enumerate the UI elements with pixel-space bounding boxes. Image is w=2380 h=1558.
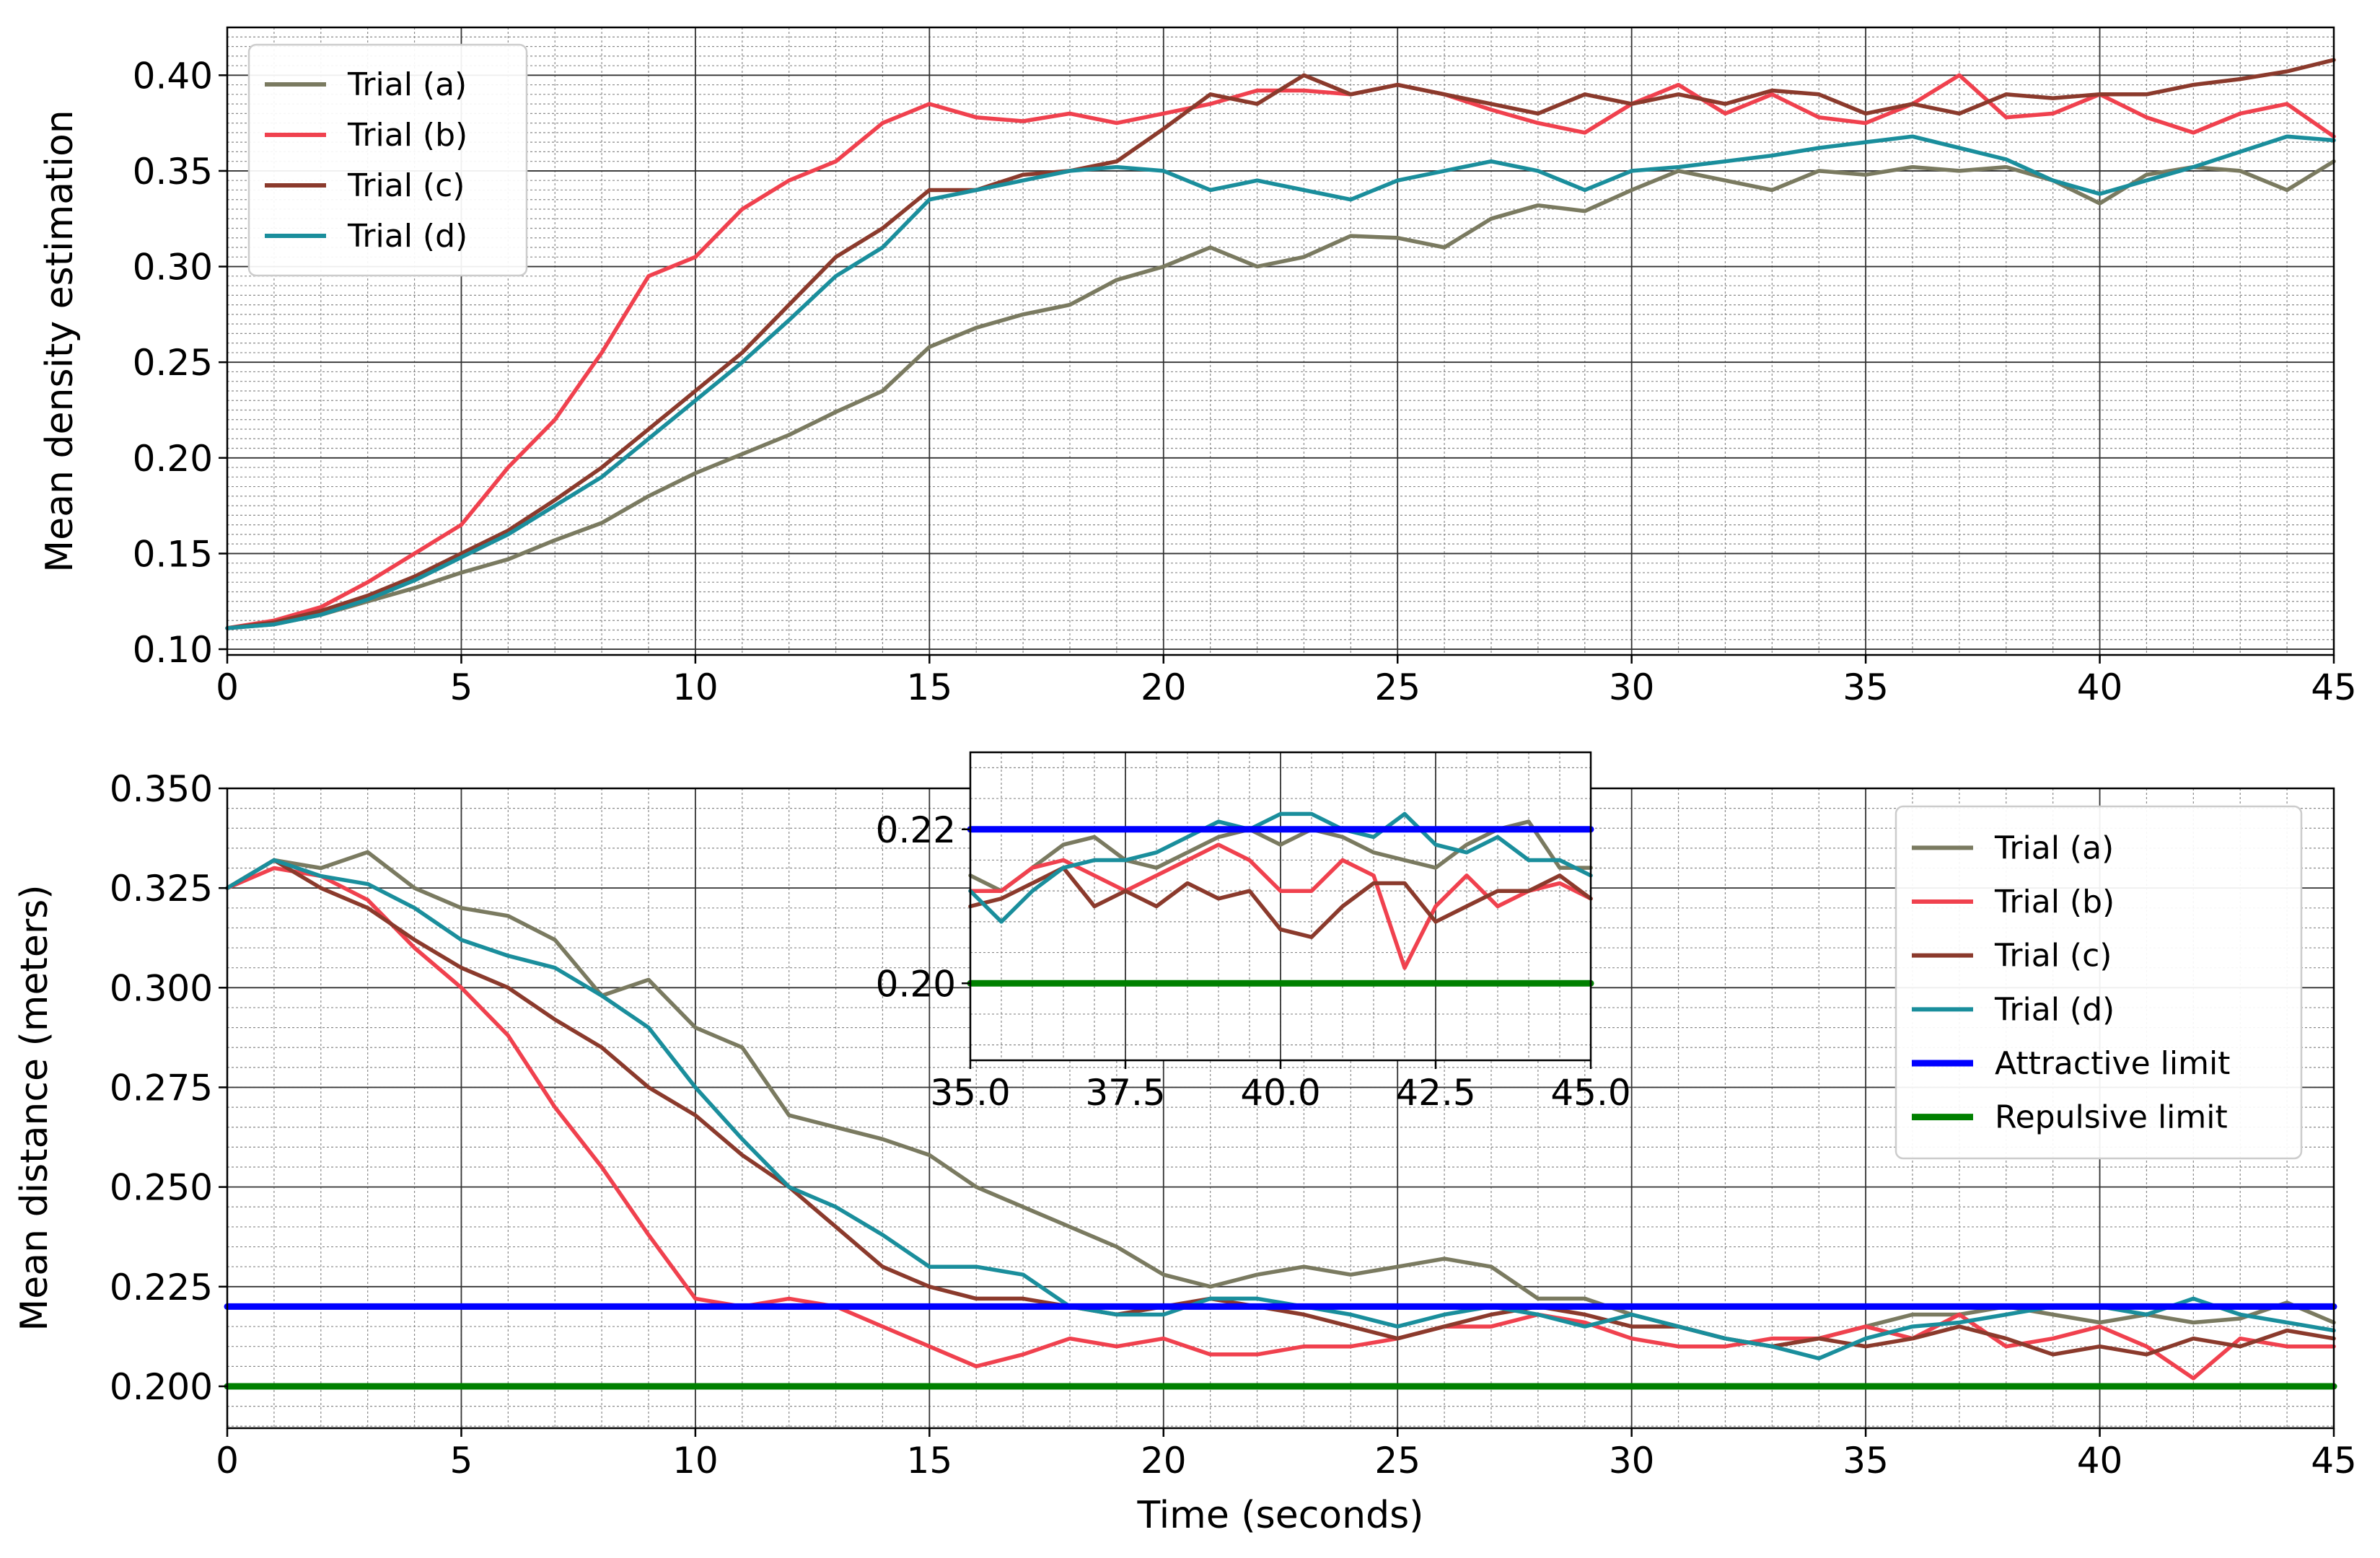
x-tick-label: 40 <box>2077 666 2123 708</box>
legend-box <box>247 43 528 277</box>
series-line-trial-a <box>225 159 2336 630</box>
y-tick-label: 0.15 <box>133 533 213 575</box>
distance-ticks: 0 5 10 15 20 25 30 35 40 45 0.200 0.225 0.250 0.275 0.… <box>110 768 2357 1482</box>
x-tick-label: 42.5 <box>1395 1072 1475 1114</box>
legend-entry-label: Trial (b) <box>347 117 467 154</box>
legend-entry-label: Trial (d) <box>347 218 467 255</box>
y-tick-label: 0.300 <box>110 967 213 1009</box>
legend-entry-label: Attractive limit <box>1995 1045 2230 1082</box>
density-legend: Trial (a) Trial (b) Trial (c) Trial (d) <box>247 43 528 277</box>
legend-entry-label: Trial (a) <box>1994 829 2114 866</box>
inset-series <box>967 811 1594 987</box>
y-tick-label: 0.30 <box>133 247 213 289</box>
density-plot-frame <box>226 26 2335 656</box>
legend-entry-label: Trial (a) <box>347 66 467 103</box>
density-y-axis-label: Mean density estimation <box>38 110 82 572</box>
legend-entry-label: Trial (c) <box>347 167 465 204</box>
x-tick-label: 45 <box>2311 1440 2357 1482</box>
series-line-trial-c <box>225 58 2336 630</box>
distance-series <box>224 850 2337 1390</box>
x-tick-label: 35.0 <box>930 1072 1010 1114</box>
y-tick-label: 0.200 <box>110 1366 213 1408</box>
density-grid <box>227 27 2335 655</box>
x-tick-label: 0 <box>216 1440 239 1482</box>
x-tick-label: 40.0 <box>1240 1072 1320 1114</box>
legend-entry-label: Trial (d) <box>1994 991 2115 1028</box>
series-line-trial-d <box>968 811 1593 924</box>
y-tick-label: 0.225 <box>110 1267 213 1308</box>
y-tick-label: 0.250 <box>110 1167 213 1209</box>
x-tick-label: 20 <box>1141 666 1187 708</box>
distance-legend: Trial (a) Trial (b) Trial (c) Trial (d) Attr… <box>1894 805 2303 1160</box>
x-tick-label: 35 <box>1843 1440 1889 1482</box>
series-line-trial-a <box>225 850 2336 1349</box>
x-tick-label: 10 <box>672 1440 719 1482</box>
x-tick-label: 25 <box>1374 1440 1420 1482</box>
x-tick-label: 15 <box>907 666 953 708</box>
x-tick-label: 5 <box>450 1440 473 1482</box>
density-chart: 0 5 10 15 20 25 30 35 40 45 0.10 0.15 0.20 0.25 0.30 0.… <box>38 26 2357 708</box>
series-line-trial-d <box>225 134 2336 630</box>
x-tick-label: 37.5 <box>1085 1072 1165 1114</box>
series-line-trial-c <box>225 858 2336 1357</box>
y-tick-label: 0.35 <box>133 151 213 193</box>
y-tick-label: 0.20 <box>876 963 956 1005</box>
y-tick-label: 0.20 <box>133 438 213 480</box>
y-tick-label: 0.275 <box>110 1067 213 1109</box>
legend-entry-label: Repulsive limit <box>1995 1099 2228 1136</box>
x-tick-label: 40 <box>2077 1440 2123 1482</box>
legend-box <box>1894 805 2303 1160</box>
series-line-trial-a <box>968 819 1593 893</box>
x-tick-label: 20 <box>1141 1440 1187 1482</box>
legend-entry-label: Trial (b) <box>1994 884 2115 920</box>
y-tick-label: 0.10 <box>133 629 213 671</box>
inset-ticks: 35.0 37.5 40.0 42.5 45.0 0.20 0.22 <box>876 809 1631 1114</box>
y-tick-label: 0.25 <box>133 342 213 384</box>
x-tick-label: 10 <box>672 666 719 708</box>
distance-y-axis-label: Mean distance (meters) <box>13 884 56 1331</box>
y-tick-label: 0.350 <box>110 768 213 810</box>
x-tick-label: 15 <box>907 1440 953 1482</box>
density-ticks: 0 5 10 15 20 25 30 35 40 45 0.10 0.15 0.20 0.25 0.30 0.… <box>133 55 2357 708</box>
x-tick-label: 5 <box>450 666 473 708</box>
x-tick-label: 30 <box>1609 666 1655 708</box>
distance-x-axis-label: Time (seconds) <box>1137 1494 1424 1537</box>
x-tick-label: 0 <box>216 666 239 708</box>
y-tick-label: 0.22 <box>876 809 956 851</box>
x-tick-label: 25 <box>1374 666 1420 708</box>
series-line-trial-c <box>968 866 1593 939</box>
x-tick-label: 35 <box>1843 666 1889 708</box>
y-tick-label: 0.40 <box>133 55 213 97</box>
legend-entry-label: Trial (c) <box>1994 938 2112 974</box>
x-tick-label: 30 <box>1609 1440 1655 1482</box>
y-tick-label: 0.325 <box>110 868 213 910</box>
series-line-trial-d <box>225 858 2336 1361</box>
x-tick-label: 45.0 <box>1550 1072 1630 1114</box>
density-series <box>225 58 2336 630</box>
inset-chart: 35.0 37.5 40.0 42.5 45.0 0.20 0.22 <box>876 751 1631 1114</box>
x-tick-label: 45 <box>2311 666 2357 708</box>
